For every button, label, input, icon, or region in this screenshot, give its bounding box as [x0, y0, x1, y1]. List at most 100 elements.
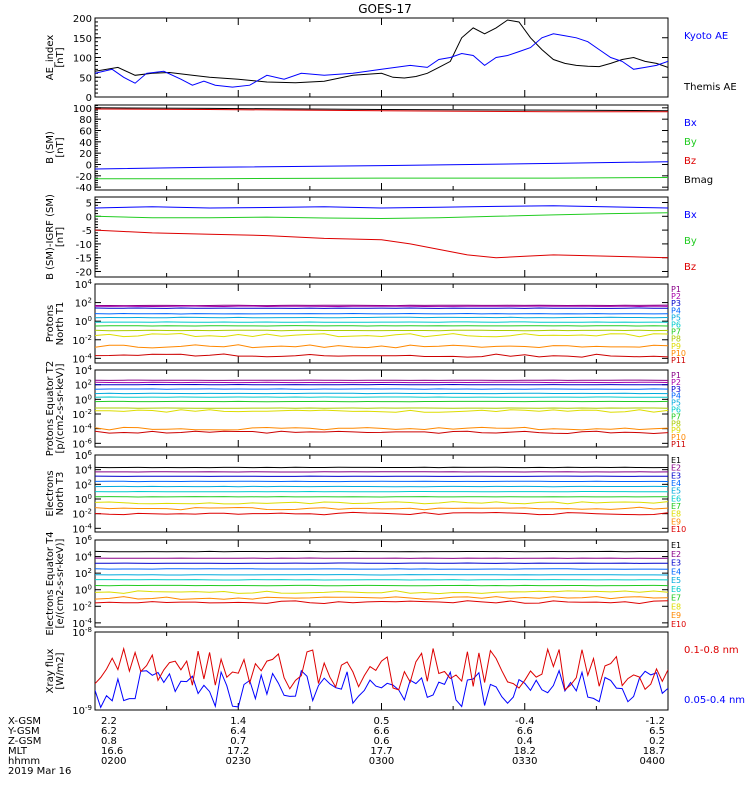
channel-line-p1: [95, 304, 668, 307]
channel-line-e9: [95, 506, 668, 511]
y-tick-label: 60: [79, 127, 92, 138]
channel-line-e8: [95, 590, 668, 595]
y-axis-label: [p/(cm2-s-sr-keV)]: [55, 363, 66, 453]
series-line-bz: [95, 229, 668, 259]
channel-label-e9: E9: [671, 517, 681, 526]
y-tick-label: 0: [86, 93, 92, 104]
y-axis-label: North T3: [55, 472, 66, 516]
ephemeris-label-hhmm: hhmm: [8, 756, 40, 767]
channel-label-e4: E4: [671, 567, 681, 576]
legend-bz: Bz: [684, 156, 696, 167]
channel-label-e6: E6: [671, 585, 681, 594]
ephemeris-table: X-GSM 2.2 1.4 0.5 -0.4 -1.2 Y-GSM 6.2 6.4 6.6 6.6 6…: [7, 716, 665, 767]
y-axis-label: Electrons Equator T4: [45, 531, 56, 635]
ephemeris-value: 17.7: [370, 746, 392, 757]
channel-line-p11: [95, 353, 668, 358]
plot-area: [95, 19, 668, 88]
y-tick-label: 102: [75, 379, 92, 392]
series-line-themis-ae: [95, 19, 668, 84]
channel-line-e9: [95, 596, 668, 600]
channel-label-e3: E3: [671, 559, 681, 568]
panel-frame: [94, 539, 669, 628]
plot-area: [95, 379, 668, 435]
channel-label-p4: P4: [671, 392, 681, 401]
panel-frame: [94, 196, 669, 278]
y-tick-label: 50: [79, 73, 92, 84]
channel-label-e4: E4: [671, 479, 681, 488]
y-tick-label: -20: [76, 267, 92, 278]
channel-line-p10: [95, 344, 668, 349]
y-tick-label: -5: [82, 226, 92, 237]
channel-label-p2: P2: [671, 378, 681, 387]
y-tick-label: 100: [75, 315, 92, 328]
ephemeris-label-mlt: MLT: [8, 746, 28, 757]
legend-by: By: [684, 236, 697, 247]
y-tick-label: 100: [73, 54, 92, 65]
y-axis-label: Xray flux: [45, 649, 56, 694]
y-tick-label: 102: [75, 478, 92, 491]
y-tick-label: 104: [75, 364, 93, 377]
channel-label-e3: E3: [671, 471, 681, 480]
ephemeris-value: 0200: [101, 756, 126, 767]
panel-frame: [94, 283, 669, 364]
channel-label-e8: E8: [671, 602, 681, 611]
y-tick-label: 10-9: [72, 704, 92, 717]
legend-kyoto-ae: Kyoto AE: [684, 31, 728, 42]
ephemeris-value: 2.2: [101, 716, 117, 727]
channel-label-p10: P10: [671, 349, 686, 358]
y-axis-label: [nT]: [55, 137, 66, 157]
y-tick-label: -40: [76, 183, 92, 194]
channel-label-e5: E5: [671, 487, 681, 496]
y-tick-label: 106: [75, 449, 93, 462]
channel-label-e10: E10: [671, 620, 686, 629]
channel-label-e7: E7: [671, 502, 681, 511]
channel-line-p10: [95, 426, 668, 431]
channel-label-p6: P6: [671, 321, 681, 330]
series-line-bx: [95, 205, 668, 209]
figure-title: GOES-17: [358, 2, 412, 16]
y-tick-label: 100: [75, 393, 92, 406]
channel-label-p10: P10: [671, 433, 686, 442]
channel-line-e10: [95, 511, 668, 516]
y-axis-label: Protons Equator T2: [45, 361, 56, 457]
channel-label-p9: P9: [671, 342, 681, 351]
y-axis-label: Protons: [45, 305, 56, 342]
y-tick-label: 102: [75, 567, 92, 580]
channel-label-e7: E7: [671, 594, 681, 603]
ephemeris-value: -1.2: [645, 716, 665, 727]
y-axis-label: [W/m2]: [55, 652, 66, 689]
channel-label-p7: P7: [671, 328, 681, 337]
ephemeris-value: 18.7: [643, 746, 665, 757]
channel-label-p7: P7: [671, 412, 681, 421]
y-axis-label: [e/(cm2-s-sr-keV)]: [55, 538, 66, 628]
series-line-bz: [95, 108, 668, 113]
panel-ae: 0 50 100 150 200 AE_index [nT] Kyoto AE Themis A…: [45, 14, 737, 104]
channel-label-p6: P6: [671, 406, 681, 415]
y-tick-label: 100: [75, 584, 92, 597]
channel-label-e2: E2: [671, 464, 681, 473]
channel-label-e9: E9: [671, 611, 681, 620]
ephemeris-value: 0300: [369, 756, 394, 767]
series-line-by: [95, 212, 668, 220]
channel-label-p11: P11: [671, 440, 686, 449]
legend-0.05-0.4-nm: 0.05-0.4 nm: [684, 695, 745, 706]
y-tick-label: 10-2: [72, 408, 92, 421]
panel-bdiff: -20 -15 -10 -5 0 5 B (SM)-IGRF (SM) [nT] Bx By Bz: [45, 194, 697, 280]
y-tick-label: 10-4: [72, 423, 92, 436]
legend-bmag: Bmag: [684, 175, 713, 186]
panel-frame: [94, 454, 669, 533]
channel-label-e1: E1: [671, 456, 681, 465]
ephemeris-label-z-gsm: Z-GSM: [8, 736, 41, 747]
ephemeris-label-x-gsm: X-GSM: [8, 716, 41, 727]
y-axis-label: [nT]: [55, 47, 66, 67]
y-tick-label: 10-8: [72, 626, 92, 639]
y-tick-label: 104: [75, 551, 93, 564]
ephemeris-value: 1.4: [230, 716, 246, 727]
legend-by: By: [684, 137, 697, 148]
channel-line-p9: [95, 332, 668, 338]
